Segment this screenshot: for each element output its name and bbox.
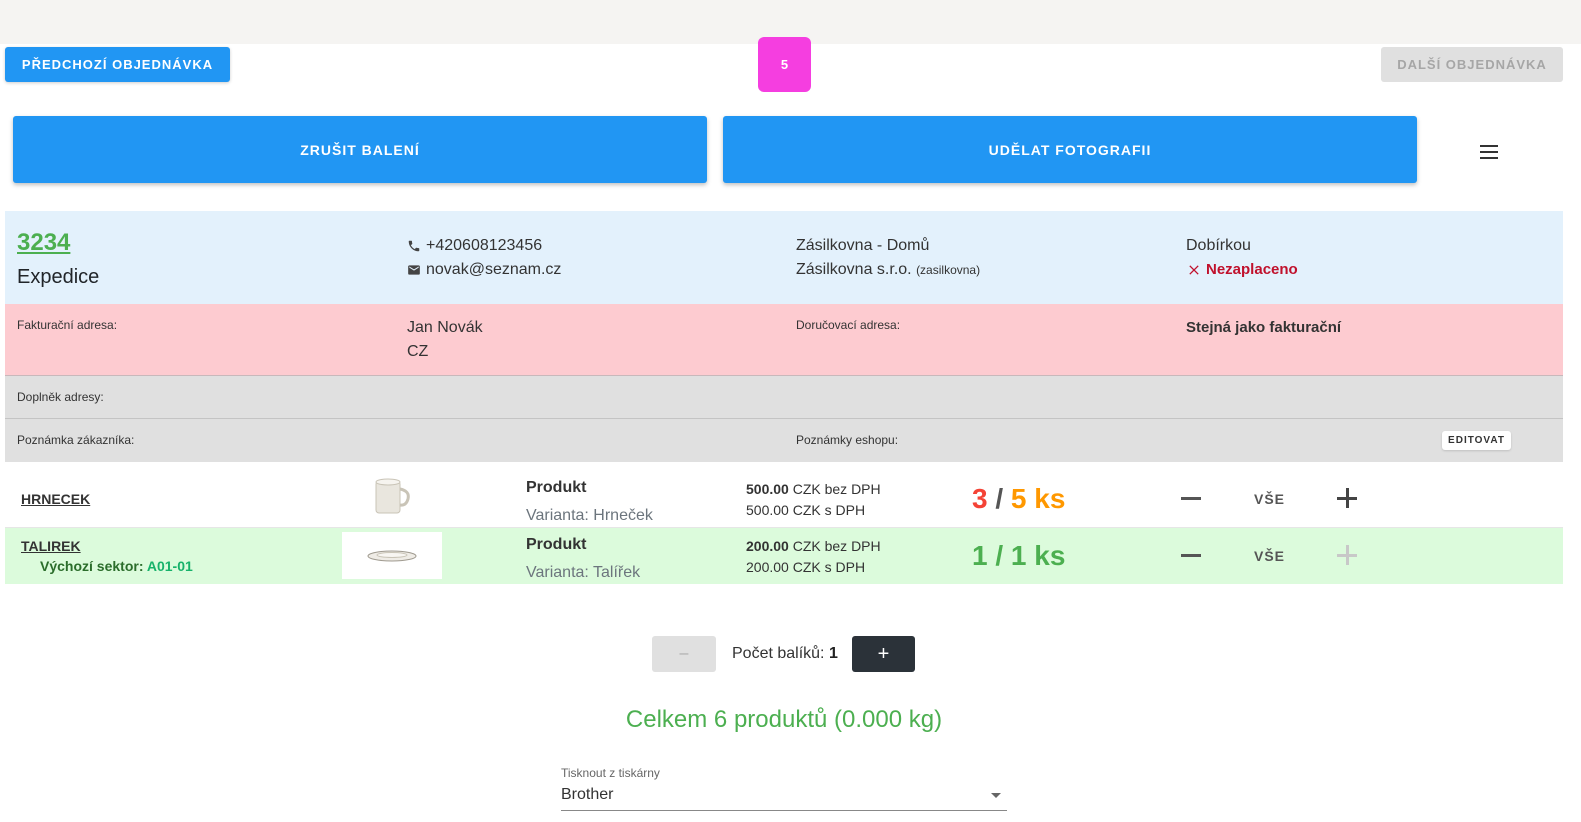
- price-ex-vat-value: 500.00: [746, 481, 789, 497]
- price-inc-vat: 200.00 CZK s DPH: [746, 559, 866, 575]
- product-title: Produkt: [526, 536, 587, 553]
- order-status: Expedice: [17, 266, 100, 288]
- payment-method: Dobírkou: [1186, 237, 1251, 254]
- top-bar: [0, 0, 1581, 44]
- package-count-label: Počet balíků:: [732, 645, 825, 662]
- qty-total: 1 ks: [1010, 540, 1066, 571]
- delivery-address-value: Stejná jako fakturační: [1186, 319, 1342, 336]
- carrier-line: Zásilkovna s.r.o. (zasilkovna): [796, 261, 980, 279]
- payment-status-label: Nezaplaceno: [1206, 261, 1298, 278]
- product-code-link[interactable]: TALIREK: [21, 538, 81, 554]
- price-ex-vat-value: 200.00: [746, 538, 789, 554]
- product-code-link[interactable]: HRNECEK: [21, 491, 91, 507]
- quantity-display: 3 / 5 ks: [972, 483, 1065, 515]
- decrease-packages-button[interactable]: –: [652, 636, 716, 672]
- printer-select[interactable]: Brother: [561, 784, 1007, 811]
- edit-note-button[interactable]: EDITOVAT: [1442, 431, 1511, 450]
- product-image-plate: [342, 532, 442, 579]
- carrier-name: Zásilkovna s.r.o.: [796, 261, 912, 278]
- email-icon: [408, 265, 420, 275]
- qty-separator: /: [995, 483, 1004, 514]
- printer-selected-value: Brother: [561, 786, 614, 803]
- decrease-qty-button[interactable]: [1181, 497, 1201, 500]
- price-ex-vat: 500.00 CZK bez DPH: [746, 481, 881, 497]
- qty-separator: /: [995, 540, 1004, 571]
- default-sector: Výchozí sektor: A01-01: [40, 558, 193, 574]
- address-supplement-label: Doplněk adresy:: [17, 390, 104, 404]
- phone-icon: [408, 240, 420, 252]
- price-ex-vat-suffix: CZK bez DPH: [792, 481, 881, 497]
- payment-status: Nezaplaceno: [1186, 261, 1298, 278]
- product-row: HRNECEK Produkt Varianta: Hrneček 500.00…: [5, 465, 1563, 528]
- price-ex-vat: 200.00 CZK bez DPH: [746, 538, 881, 554]
- order-info-row: 3234 Expedice +420608123456 novak@seznam…: [5, 211, 1563, 304]
- printer-select-label: Tisknout z tiskárny: [561, 766, 660, 780]
- shop-note-label: Poznámky eshopu:: [796, 433, 899, 447]
- address-supplement-row: Doplněk adresy:: [5, 376, 1563, 419]
- product-row: TALIREK Výchozí sektor: A01-01 Produkt V…: [5, 528, 1563, 584]
- dropdown-caret-icon: [991, 793, 1001, 798]
- increase-qty-button-disabled[interactable]: [1337, 545, 1357, 565]
- pack-all-button[interactable]: VŠE: [1254, 548, 1286, 564]
- price-inc-vat: 500.00 CZK s DPH: [746, 502, 866, 518]
- price-ex-vat-suffix: CZK bez DPH: [792, 538, 881, 554]
- notes-row: Poznámka zákazníka: Poznámky eshopu: EDI…: [5, 419, 1563, 462]
- billing-country: CZ: [407, 343, 429, 360]
- next-order-button[interactable]: DALŠÍ OBJEDNÁVKA: [1381, 47, 1563, 82]
- hamburger-menu-icon[interactable]: [1478, 142, 1502, 162]
- carrier-code: (zasilkovna): [916, 263, 981, 277]
- pack-all-button[interactable]: VŠE: [1254, 491, 1286, 507]
- decrease-qty-button[interactable]: [1181, 554, 1201, 557]
- quantity-display: 1 / 1 ks: [972, 540, 1065, 572]
- sector-label: Výchozí sektor:: [40, 558, 144, 574]
- increase-qty-button[interactable]: [1337, 488, 1357, 508]
- package-count: Počet balíků: 1: [732, 645, 838, 663]
- product-variant: Varianta: Hrneček: [526, 507, 653, 524]
- qty-total: 5 ks: [1010, 483, 1066, 514]
- order-queue-badge[interactable]: 5: [758, 37, 811, 92]
- billing-name: Jan Novák: [407, 319, 483, 336]
- previous-order-button[interactable]: PŘEDCHOZÍ OBJEDNÁVKA: [5, 47, 230, 82]
- order-number-link[interactable]: 3234: [17, 229, 71, 256]
- increase-packages-button[interactable]: +: [852, 636, 915, 672]
- phone-line: +420608123456: [407, 237, 542, 255]
- email-line: novak@seznam.cz: [407, 261, 561, 279]
- sector-code: A01-01: [146, 558, 193, 574]
- address-row: Fakturační adresa: Jan Novák CZ Doručova…: [5, 304, 1563, 376]
- order-total-summary: Celkem 6 produktů (0.000 kg): [625, 706, 943, 733]
- email-address[interactable]: novak@seznam.cz: [426, 261, 562, 278]
- cancel-packing-button[interactable]: ZRUŠIT BALENÍ: [13, 116, 707, 183]
- delivery-address-label: Doručovací adresa:: [796, 318, 901, 332]
- customer-note-label: Poznámka zákazníka:: [17, 433, 135, 447]
- product-image-mug: [342, 471, 442, 523]
- billing-address-label: Fakturační adresa:: [17, 318, 118, 332]
- qty-packed: 3: [972, 483, 988, 514]
- product-title: Produkt: [526, 479, 587, 496]
- package-count-value: 1: [828, 645, 838, 662]
- close-icon: [1189, 264, 1199, 275]
- product-variant: Varianta: Talířek: [526, 564, 641, 581]
- take-photo-button[interactable]: UDĚLAT FOTOGRAFII: [723, 116, 1417, 183]
- phone-number[interactable]: +420608123456: [426, 237, 543, 254]
- qty-packed: 1: [972, 540, 988, 571]
- shipping-method: Zásilkovna - Domů: [796, 237, 930, 254]
